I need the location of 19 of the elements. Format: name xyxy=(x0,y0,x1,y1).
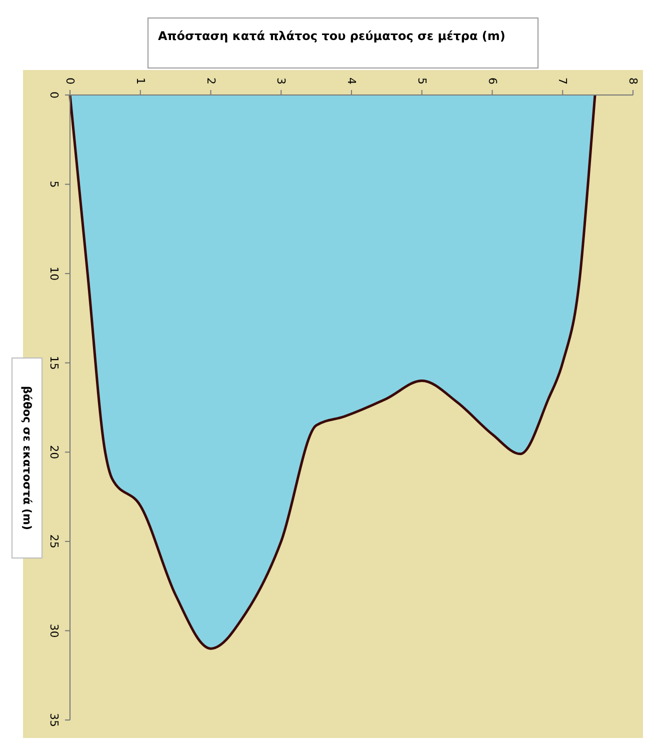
x-tick-label: 0 xyxy=(64,78,76,84)
y-tick-label: 25 xyxy=(48,534,60,548)
y-tick-label: 0 xyxy=(48,92,60,98)
y-tick-label: 35 xyxy=(48,713,60,727)
x-axis-title: Απόσταση κατά πλάτος του ρεύματος σε μέτρα (m) xyxy=(158,29,506,43)
y-tick-label: 10 xyxy=(48,266,60,281)
y-tick-label: 15 xyxy=(48,356,60,370)
x-tick-label: 7 xyxy=(556,78,570,84)
x-tick-label: 8 xyxy=(626,78,640,84)
x-tick-label: 5 xyxy=(415,78,428,84)
x-tick-label: 4 xyxy=(345,78,358,84)
y-tick-label: 30 xyxy=(48,624,60,638)
y-tick-label: 20 xyxy=(48,445,60,460)
x-tick-label: 1 xyxy=(134,78,147,84)
x-tick-label: 6 xyxy=(486,78,499,84)
x-tick-label: 2 xyxy=(204,78,218,84)
x-tick-label: 3 xyxy=(274,78,288,84)
y-tick-label: 5 xyxy=(48,180,60,188)
y-axis-title: βάθος σε εκατοστά (m) xyxy=(20,386,34,530)
